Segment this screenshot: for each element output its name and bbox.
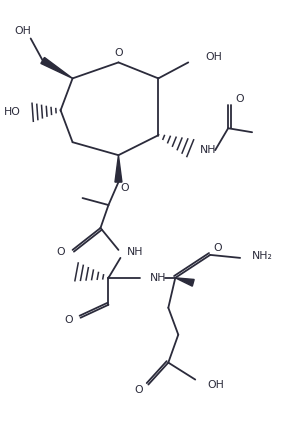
- Text: OH: OH: [205, 52, 222, 62]
- Text: OH: OH: [14, 26, 31, 35]
- Text: O: O: [114, 48, 123, 58]
- Text: NH: NH: [150, 273, 167, 283]
- Polygon shape: [41, 58, 72, 78]
- Text: O: O: [134, 385, 143, 395]
- Text: O: O: [56, 247, 65, 257]
- Text: NH: NH: [127, 247, 143, 257]
- Text: O: O: [120, 183, 129, 193]
- Text: NH: NH: [200, 145, 217, 155]
- Text: O: O: [236, 94, 245, 104]
- Text: HO: HO: [4, 107, 21, 117]
- Text: NH₂: NH₂: [252, 251, 273, 261]
- Text: O: O: [64, 315, 73, 325]
- Polygon shape: [115, 155, 122, 182]
- Text: O: O: [214, 243, 222, 253]
- Polygon shape: [175, 278, 194, 286]
- Text: OH: OH: [207, 380, 224, 389]
